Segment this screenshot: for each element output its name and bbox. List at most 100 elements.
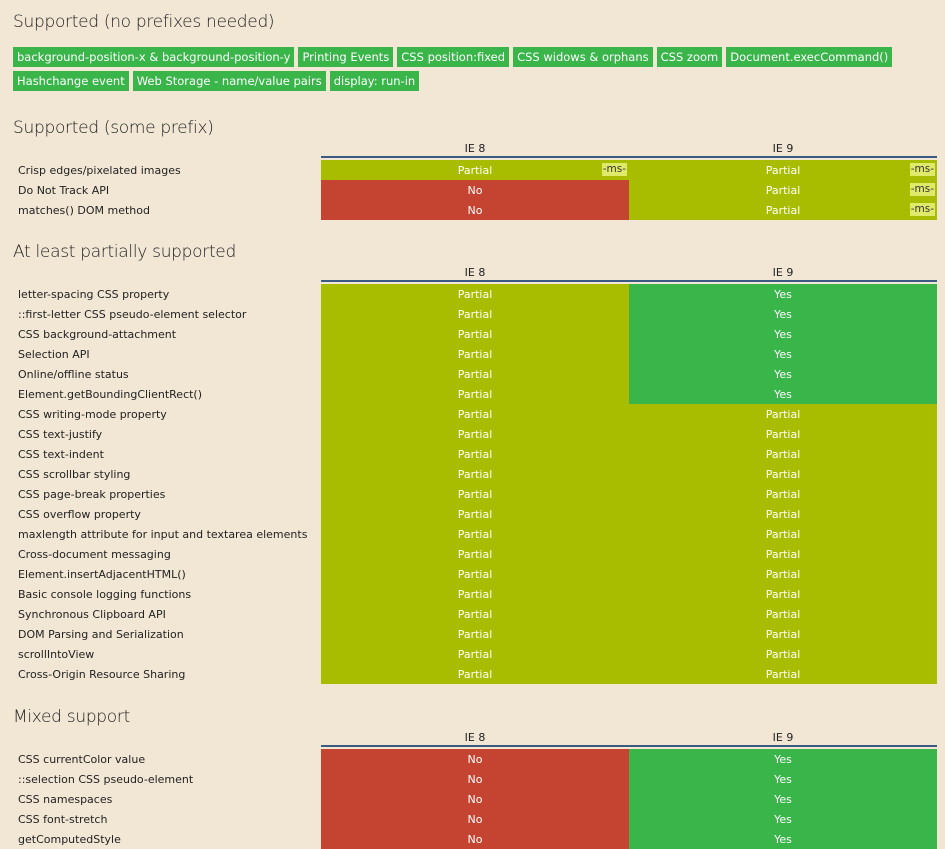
support-cell[interactable]: Partial <box>629 664 937 684</box>
feature-name[interactable]: getComputedStyle <box>18 832 121 846</box>
support-cell[interactable]: Partial <box>321 464 629 484</box>
support-cell[interactable]: Partial <box>321 664 629 684</box>
support-value: Partial <box>457 327 493 341</box>
support-cell[interactable]: Partial <box>629 444 937 464</box>
support-cell[interactable]: Partial <box>321 304 629 324</box>
support-cell[interactable]: Partial <box>629 524 937 544</box>
support-cell[interactable]: Partial <box>629 504 937 524</box>
support-cell[interactable]: Partial <box>629 404 937 424</box>
support-cell[interactable]: Yes <box>629 284 937 304</box>
support-value: Yes <box>774 812 792 826</box>
support-cell[interactable]: Partial -ms- <box>629 160 937 180</box>
support-cell[interactable]: Partial <box>321 344 629 364</box>
feature-name[interactable]: scrollIntoView <box>18 647 95 661</box>
feature-tag[interactable]: CSS position:fixed <box>397 47 510 67</box>
support-cell[interactable]: No <box>321 789 629 809</box>
feature-name[interactable]: CSS page-break properties <box>18 487 166 501</box>
support-cell[interactable]: Yes <box>629 344 937 364</box>
support-value: Partial <box>457 547 493 561</box>
feature-name[interactable]: Online/offline status <box>18 367 129 381</box>
feature-name[interactable]: Cross-document messaging <box>18 547 171 561</box>
feature-name[interactable]: Cross-Origin Resource Sharing <box>18 667 186 681</box>
support-cell[interactable]: Partial <box>321 384 629 404</box>
support-cell[interactable]: Yes <box>629 769 937 789</box>
support-cell[interactable]: No <box>321 769 629 789</box>
support-cell[interactable]: Partial <box>321 644 629 664</box>
support-cell[interactable]: Partial <box>321 484 629 504</box>
support-cell[interactable]: Yes <box>629 384 937 404</box>
support-cell[interactable]: Partial <box>321 444 629 464</box>
support-cell[interactable]: Partial <box>629 424 937 444</box>
feature-name[interactable]: DOM Parsing and Serialization <box>18 627 184 641</box>
support-cell[interactable]: Partial <box>629 544 937 564</box>
feature-name[interactable]: CSS text-indent <box>18 447 104 461</box>
support-cell[interactable]: Partial <box>321 504 629 524</box>
support-cell[interactable]: Partial <box>321 524 629 544</box>
feature-name[interactable]: CSS writing-mode property <box>18 407 167 421</box>
support-cell[interactable]: Partial <box>321 284 629 304</box>
support-cell[interactable]: Partial <box>321 324 629 344</box>
support-cell[interactable]: No <box>321 809 629 829</box>
feature-name[interactable]: CSS namespaces <box>18 792 113 806</box>
feature-tag[interactable]: display: run-in <box>329 71 420 91</box>
feature-name[interactable]: maxlength attribute for input and textar… <box>18 527 308 541</box>
support-cell[interactable]: No <box>321 749 629 769</box>
support-cell[interactable]: No <box>321 829 629 849</box>
support-cell[interactable]: Yes <box>629 324 937 344</box>
feature-name[interactable]: Crisp edges/pixelated images <box>18 163 181 177</box>
feature-tag[interactable]: background-position-x & background-posit… <box>13 47 295 67</box>
support-cell[interactable]: Partial -ms- <box>321 160 629 180</box>
table-row: Basic console logging functions Partial Pa… <box>13 584 937 604</box>
feature-tag[interactable]: CSS widows & orphans <box>513 47 653 67</box>
feature-name[interactable]: ::selection CSS pseudo-element <box>18 772 194 786</box>
feature-name[interactable]: Do Not Track API <box>18 183 110 197</box>
feature-name[interactable]: CSS overflow property <box>18 507 141 521</box>
support-cell[interactable]: Partial <box>629 604 937 624</box>
support-cell[interactable]: Partial <box>629 644 937 664</box>
support-value: No <box>467 203 483 217</box>
feature-name[interactable]: Basic console logging functions <box>18 587 192 601</box>
support-cell[interactable]: Partial <box>321 364 629 384</box>
feature-name[interactable]: Selection API <box>18 347 90 361</box>
browser-header: IE 8 <box>321 729 629 747</box>
support-cell[interactable]: No <box>321 180 629 200</box>
support-cell[interactable]: Yes <box>629 749 937 769</box>
support-cell[interactable]: Partial -ms- <box>629 180 937 200</box>
feature-name[interactable]: letter-spacing CSS property <box>18 287 170 301</box>
support-cell[interactable]: Partial <box>321 604 629 624</box>
support-cell[interactable]: Yes <box>629 809 937 829</box>
feature-name[interactable]: CSS currentColor value <box>18 752 146 766</box>
support-cell[interactable]: Yes <box>629 789 937 809</box>
feature-name[interactable]: Element.getBoundingClientRect() <box>18 387 203 401</box>
feature-name[interactable]: Element.insertAdjacentHTML() <box>18 567 186 581</box>
support-cell[interactable]: Yes <box>629 364 937 384</box>
feature-name[interactable]: CSS text-justify <box>18 427 103 441</box>
feature-name[interactable]: CSS font-stretch <box>18 812 108 826</box>
support-cell[interactable]: Partial <box>629 484 937 504</box>
support-cell[interactable]: Yes <box>629 829 937 849</box>
feature-name[interactable]: matches() DOM method <box>18 203 150 217</box>
support-cell[interactable]: Partial <box>321 564 629 584</box>
feature-tag[interactable]: Hashchange event <box>13 71 129 91</box>
support-cell[interactable]: Partial <box>629 584 937 604</box>
feature-name[interactable]: CSS background-attachment <box>18 327 177 341</box>
support-cell[interactable]: Yes <box>629 304 937 324</box>
feature-name[interactable]: CSS scrollbar styling <box>18 467 131 481</box>
table-row: CSS text-indent Partial Partial <box>13 444 937 464</box>
feature-name[interactable]: Synchronous Clipboard API <box>18 607 166 621</box>
feature-tag[interactable]: CSS zoom <box>656 47 723 67</box>
support-cell[interactable]: Partial <box>321 584 629 604</box>
support-cell[interactable]: No <box>321 200 629 220</box>
support-cell[interactable]: Partial <box>321 424 629 444</box>
support-cell[interactable]: Partial <box>321 544 629 564</box>
feature-name[interactable]: ::first-letter CSS pseudo-element select… <box>18 307 247 321</box>
support-cell[interactable]: Partial <box>321 624 629 644</box>
support-cell[interactable]: Partial <box>321 404 629 424</box>
support-cell[interactable]: Partial <box>629 564 937 584</box>
support-cell[interactable]: Partial <box>629 624 937 644</box>
feature-tag[interactable]: Document.execCommand() <box>726 47 893 67</box>
support-cell[interactable]: Partial -ms- <box>629 200 937 220</box>
feature-tag[interactable]: Printing Events <box>298 47 394 67</box>
support-cell[interactable]: Partial <box>629 464 937 484</box>
feature-tag[interactable]: Web Storage - name/value pairs <box>132 71 326 91</box>
